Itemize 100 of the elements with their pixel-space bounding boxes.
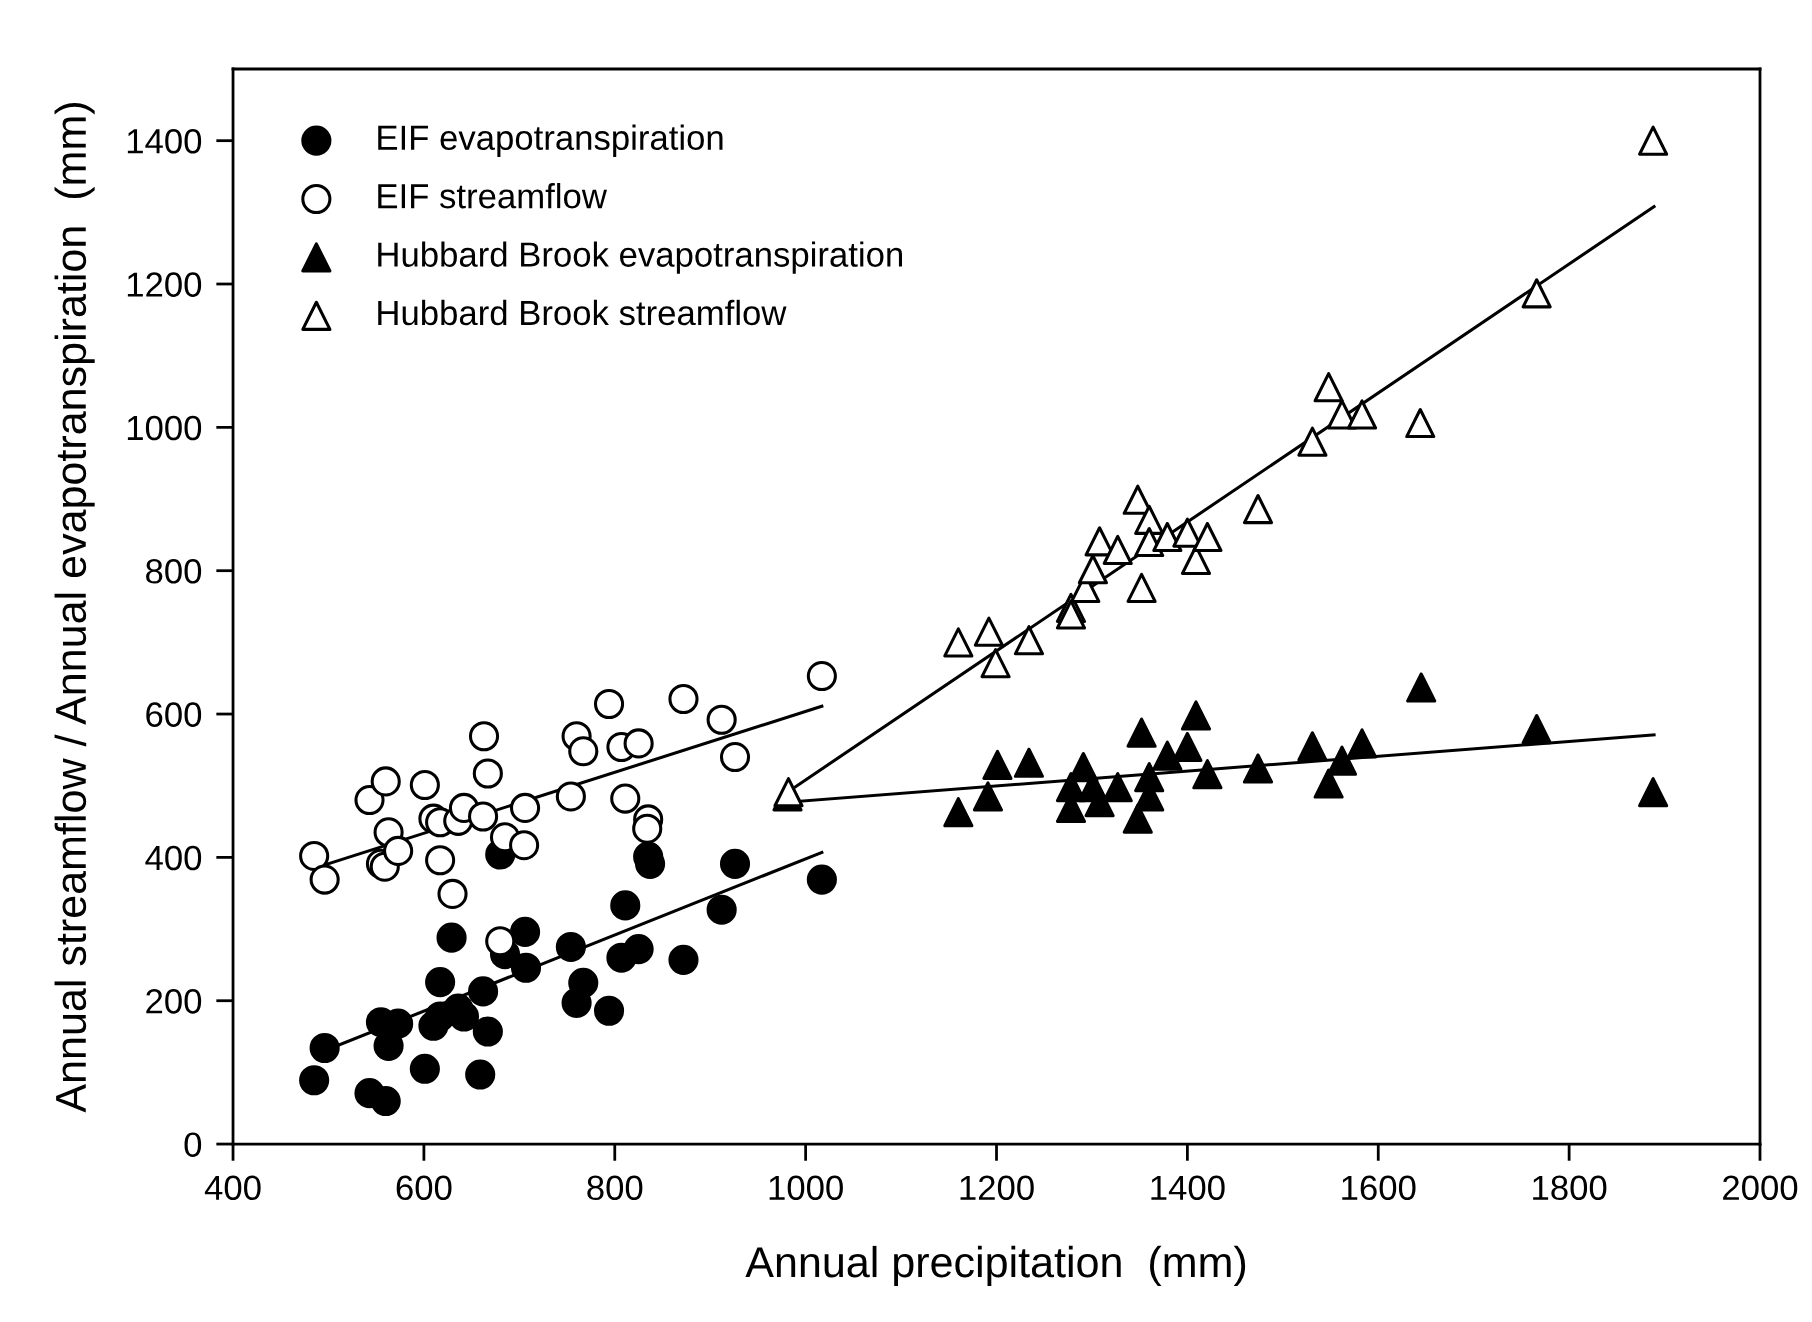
point xyxy=(972,781,1003,812)
point xyxy=(593,995,625,1026)
point xyxy=(706,704,737,735)
x-tick-label: 800 xyxy=(587,1175,643,1201)
point xyxy=(1638,125,1669,156)
point xyxy=(472,758,503,789)
point xyxy=(1242,753,1274,784)
x-tick-label: 2000 xyxy=(1723,1175,1798,1201)
point xyxy=(1297,426,1328,457)
y-tick-label: 1400 xyxy=(127,129,202,154)
point xyxy=(593,688,625,720)
point xyxy=(1346,399,1378,430)
point xyxy=(980,648,1011,679)
x-tick-label: 1600 xyxy=(1342,1175,1416,1201)
point xyxy=(409,1053,440,1084)
point xyxy=(568,736,599,767)
y-axis-title: Annual streamflow / Annual evapotranspiration (mm) xyxy=(54,103,95,1113)
point xyxy=(668,683,699,715)
y-tick-label: 200 xyxy=(146,989,202,1014)
point xyxy=(1521,278,1552,309)
point xyxy=(510,952,542,983)
point xyxy=(299,840,330,872)
point xyxy=(943,627,974,658)
point xyxy=(1346,728,1378,759)
point xyxy=(437,878,468,909)
point xyxy=(1013,625,1045,656)
point xyxy=(1638,777,1669,808)
point xyxy=(465,1059,496,1090)
point xyxy=(370,1085,401,1117)
point xyxy=(632,813,663,844)
point xyxy=(409,769,440,801)
legend-label: EIF streamflow xyxy=(378,182,607,209)
point xyxy=(555,781,586,812)
point xyxy=(425,845,456,876)
point xyxy=(719,741,751,773)
point xyxy=(1192,521,1223,553)
point xyxy=(1405,407,1436,439)
y-tick-label: 600 xyxy=(146,702,202,727)
point xyxy=(719,848,751,879)
point xyxy=(485,926,516,957)
point xyxy=(1192,759,1223,790)
point xyxy=(1102,534,1133,565)
point xyxy=(806,864,837,895)
point xyxy=(668,944,699,975)
legend-label: Hubbard Brook streamflow xyxy=(378,299,787,326)
point xyxy=(472,1016,503,1047)
point xyxy=(370,766,401,797)
point xyxy=(806,660,837,692)
point xyxy=(1297,731,1328,762)
point xyxy=(1313,768,1344,799)
point xyxy=(1326,745,1358,776)
y-tick-label: 400 xyxy=(145,845,202,871)
point xyxy=(1152,521,1183,553)
point xyxy=(425,967,456,998)
point xyxy=(468,801,499,832)
point xyxy=(706,894,737,925)
legend-label: Hubbard Brook evapotranspiration xyxy=(378,241,902,274)
point xyxy=(1180,700,1212,731)
y-tick-label: 1000 xyxy=(127,415,202,441)
point xyxy=(982,749,1013,780)
point xyxy=(1242,494,1274,525)
point xyxy=(1122,803,1153,834)
point xyxy=(610,783,641,814)
point xyxy=(568,967,599,998)
x-tick-label: 1000 xyxy=(769,1175,843,1201)
x-tick-label: 1200 xyxy=(960,1175,1034,1201)
point xyxy=(1313,372,1344,403)
point xyxy=(1152,740,1183,771)
point xyxy=(1126,717,1157,748)
point xyxy=(354,784,385,816)
point xyxy=(436,922,467,953)
point xyxy=(309,864,340,895)
point xyxy=(509,916,541,947)
point xyxy=(623,934,654,965)
x-tick-label: 400 xyxy=(204,1175,261,1201)
x-axis-title: Annual precipitation (mm) xyxy=(745,1245,1246,1287)
point xyxy=(1406,672,1437,703)
x-tick-label: 1400 xyxy=(1151,1175,1225,1201)
point xyxy=(610,890,641,921)
point xyxy=(555,931,586,963)
point xyxy=(1126,572,1157,603)
point xyxy=(299,1065,330,1096)
point xyxy=(1055,599,1087,630)
y-tick-label: 1200 xyxy=(127,272,202,297)
point xyxy=(943,797,974,828)
point xyxy=(623,728,654,759)
y-tick-label: 0 xyxy=(184,1132,202,1157)
legend-label: EIF evapotranspiration xyxy=(378,124,723,157)
point xyxy=(1013,747,1045,778)
x-tick-label: 1800 xyxy=(1533,1175,1607,1201)
y-tick-label: 800 xyxy=(146,559,202,584)
point xyxy=(1172,731,1203,763)
point xyxy=(1134,504,1165,535)
point xyxy=(973,616,1004,647)
point xyxy=(509,792,541,823)
point xyxy=(383,835,414,866)
point xyxy=(468,976,499,1007)
point xyxy=(468,721,500,752)
point xyxy=(1102,772,1133,803)
point xyxy=(309,1032,340,1064)
